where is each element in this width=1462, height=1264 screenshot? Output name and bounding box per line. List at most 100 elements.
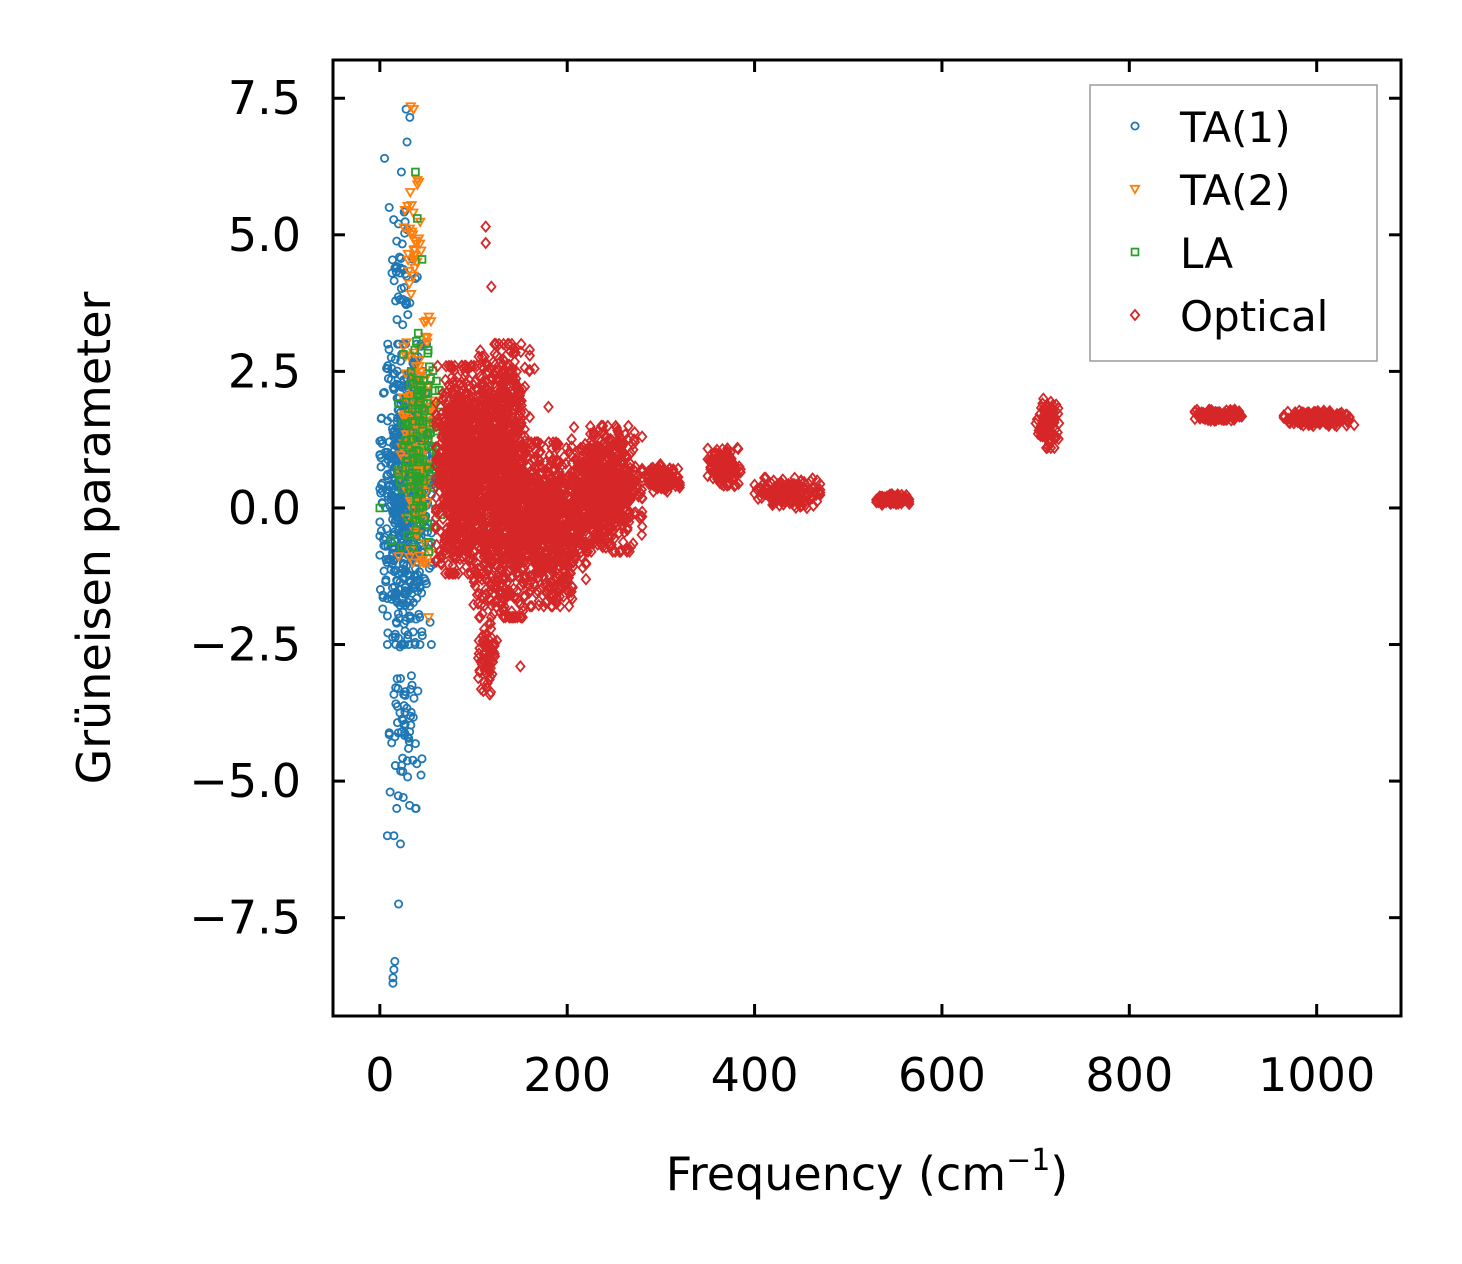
data-point — [424, 537, 433, 547]
data-point — [400, 707, 410, 717]
data-point — [506, 509, 518, 523]
data-point — [511, 566, 523, 580]
data-point — [490, 531, 502, 545]
data-point — [472, 651, 484, 665]
data-point — [493, 574, 505, 588]
data-point — [545, 576, 557, 590]
data-point — [386, 353, 396, 363]
data-point — [443, 480, 455, 494]
data-point — [636, 528, 648, 542]
data-point — [583, 511, 595, 524]
data-point — [448, 393, 460, 407]
data-point — [468, 572, 480, 586]
data-point — [625, 486, 637, 499]
data-point — [527, 568, 539, 582]
data-point — [437, 499, 449, 513]
data-point — [583, 440, 595, 454]
data-point — [442, 426, 454, 440]
data-point — [479, 497, 491, 511]
data-point — [643, 465, 654, 478]
data-point — [435, 453, 447, 467]
data-point — [453, 391, 465, 405]
data-point — [552, 571, 563, 585]
data-point — [515, 456, 527, 470]
data-point — [380, 153, 390, 163]
data-point — [401, 456, 411, 466]
data-point — [401, 589, 411, 599]
data-point — [554, 486, 566, 500]
series-la — [375, 167, 446, 556]
data-point — [430, 491, 442, 504]
data-point — [617, 535, 629, 549]
data-point — [386, 412, 396, 422]
data-point — [486, 654, 498, 668]
data-point — [454, 488, 466, 501]
data-point — [484, 437, 496, 450]
data-point — [464, 546, 476, 560]
data-point — [461, 511, 473, 525]
data-point — [422, 613, 435, 624]
data-point — [439, 426, 450, 439]
data-point — [382, 593, 392, 603]
data-point — [402, 249, 414, 260]
data-point — [375, 450, 385, 460]
data-point — [475, 427, 487, 441]
data-point — [596, 506, 608, 520]
data-point — [598, 524, 610, 537]
data-point — [472, 448, 483, 461]
data-point — [408, 755, 418, 765]
data-point — [392, 315, 402, 325]
data-point — [417, 627, 427, 637]
data-point — [389, 215, 399, 225]
data-point — [397, 239, 407, 249]
data-point — [389, 383, 399, 393]
data-point — [396, 477, 405, 487]
data-point — [528, 524, 539, 538]
data-point — [480, 532, 492, 546]
data-point — [621, 523, 633, 537]
data-point — [402, 397, 411, 407]
data-point — [524, 536, 536, 550]
data-point — [633, 490, 644, 503]
data-point — [600, 429, 612, 443]
data-point — [605, 537, 617, 551]
data-point — [463, 554, 475, 568]
data-point — [515, 406, 527, 419]
data-point — [375, 585, 385, 595]
data-point — [517, 535, 529, 549]
data-point — [438, 390, 450, 404]
data-point — [375, 484, 385, 494]
data-point — [397, 760, 407, 770]
data-point — [385, 787, 395, 797]
data-point — [474, 664, 485, 677]
data-point — [388, 369, 398, 379]
data-point — [493, 562, 505, 576]
data-point — [508, 468, 520, 482]
data-point — [524, 410, 536, 424]
data-point — [529, 516, 541, 530]
data-point — [589, 456, 601, 469]
data-point — [390, 632, 400, 642]
data-point — [531, 498, 543, 512]
data-point — [408, 255, 421, 266]
data-point — [403, 279, 416, 290]
data-point — [387, 738, 397, 748]
data-point — [532, 436, 544, 449]
data-point — [446, 370, 458, 384]
data-point — [411, 176, 424, 187]
data-point — [412, 532, 421, 541]
data-point — [535, 491, 547, 505]
data-point — [400, 338, 413, 349]
data-point — [400, 626, 410, 636]
data-point — [430, 520, 442, 533]
data-point — [405, 575, 415, 585]
data-point — [616, 457, 628, 471]
data-point — [509, 355, 521, 369]
data-point — [386, 536, 396, 546]
data-point — [505, 490, 516, 504]
data-point — [473, 587, 485, 601]
data-point — [396, 167, 406, 177]
data-point — [518, 472, 530, 486]
data-point — [443, 359, 455, 373]
data-point — [512, 495, 523, 508]
